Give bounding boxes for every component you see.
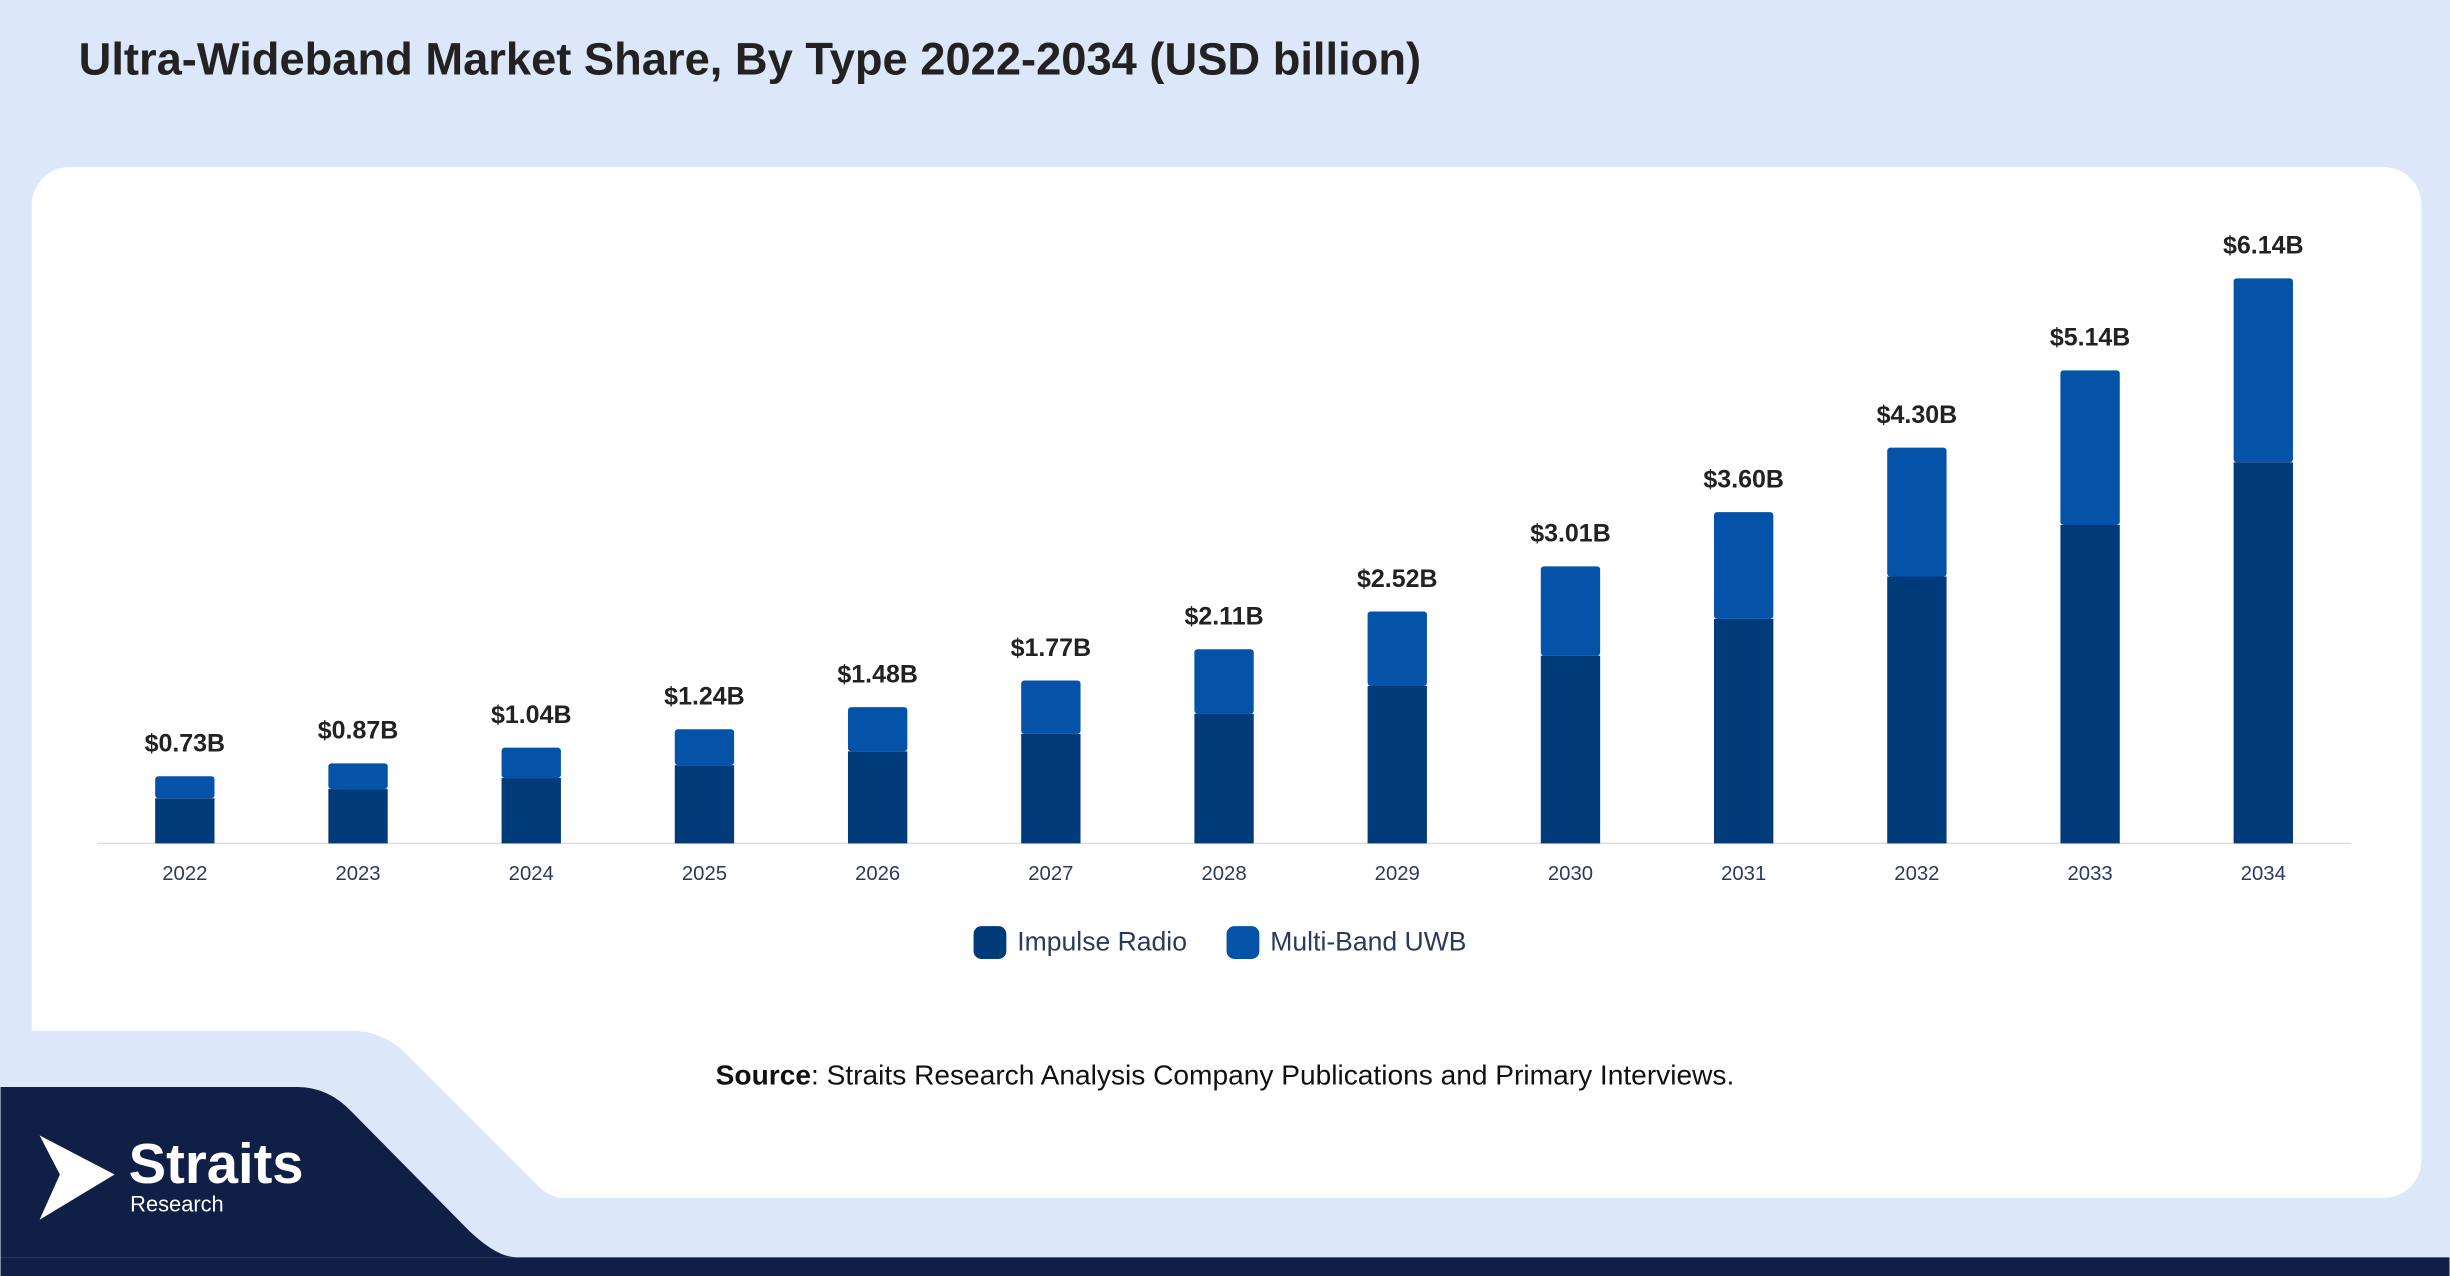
total-label: $1.24B	[664, 683, 745, 711]
total-label: $1.48B	[837, 661, 918, 689]
bar-segment	[2060, 370, 2120, 525]
logo-sub: Research	[130, 1191, 224, 1216]
total-label: $0.87B	[318, 717, 399, 745]
bar-segment	[501, 747, 561, 779]
bar-segment	[674, 729, 735, 766]
logo-panel	[0, 1087, 516, 1258]
source-label: Source	[716, 1060, 811, 1091]
bar-segment	[501, 778, 561, 844]
bar-segment	[1540, 566, 1601, 656]
total-label: $1.77B	[1011, 634, 1092, 662]
legend-label: Multi-Band UWB	[1270, 926, 1466, 956]
x-tick-label: 2025	[682, 863, 727, 885]
total-label: $2.11B	[1184, 603, 1263, 631]
legend-label: Impulse Radio	[1017, 926, 1187, 956]
source-text: : Straits Research Analysis Company Publ…	[811, 1060, 1734, 1091]
logo-icon	[39, 1135, 115, 1220]
total-label: $3.01B	[1530, 520, 1611, 548]
x-tick-label: 2033	[2068, 863, 2113, 885]
x-tick-label: 2034	[2241, 863, 2286, 885]
bar-segment	[847, 751, 908, 844]
total-label: $6.14B	[2223, 232, 2304, 260]
x-tick-label: 2023	[335, 863, 380, 885]
logo-name: Straits	[129, 1132, 304, 1195]
bar-segment	[674, 765, 735, 844]
x-tick-label: 2029	[1375, 863, 1420, 885]
bar-segment	[1714, 618, 1774, 844]
bar-segment	[328, 763, 388, 790]
bar-segment	[2233, 278, 2293, 463]
bar-segment	[1194, 649, 1254, 714]
bar-segment	[1194, 713, 1254, 844]
x-tick-label: 2032	[1894, 863, 1939, 885]
bar-segment	[328, 789, 388, 844]
total-label: $2.52B	[1357, 565, 1438, 593]
x-tick-label: 2028	[1201, 863, 1246, 885]
bar-segment	[1367, 686, 1427, 844]
bar-segment	[2233, 462, 2293, 844]
total-label: $0.73B	[145, 730, 226, 758]
legend-swatch	[973, 926, 1007, 959]
x-tick-label: 2027	[1028, 863, 1073, 885]
bar-segment	[1887, 447, 1947, 577]
x-tick-label: 2024	[509, 863, 554, 885]
bar-segment	[1021, 733, 1081, 844]
bar-segment	[155, 776, 215, 799]
chart-title: Ultra-Wideband Market Share, By Type 202…	[79, 33, 1421, 84]
x-tick-label: 2030	[1548, 863, 1593, 885]
bar-segment	[1021, 680, 1081, 734]
x-tick-label: 2031	[1721, 863, 1766, 885]
bar-segment	[1540, 655, 1601, 844]
x-tick-label: 2026	[855, 863, 900, 885]
total-label: $5.14B	[2050, 324, 2131, 352]
source: Source: Straits Research Analysis Compan…	[716, 1060, 1735, 1091]
footer-band	[0, 1257, 2450, 1276]
total-label: $1.04B	[491, 701, 572, 729]
wave	[0, 1030, 2450, 1258]
x-tick-label: 2022	[162, 863, 207, 885]
legend-swatch	[1226, 926, 1260, 959]
bar-segment	[2060, 524, 2120, 844]
bar-segment	[1367, 611, 1427, 687]
bar-segment	[847, 707, 908, 752]
bar-segment	[1714, 512, 1774, 619]
bar-segment	[1887, 576, 1947, 844]
total-label: $3.60B	[1703, 465, 1784, 493]
bar-segment	[155, 798, 215, 844]
total-label: $4.30B	[1877, 401, 1958, 429]
